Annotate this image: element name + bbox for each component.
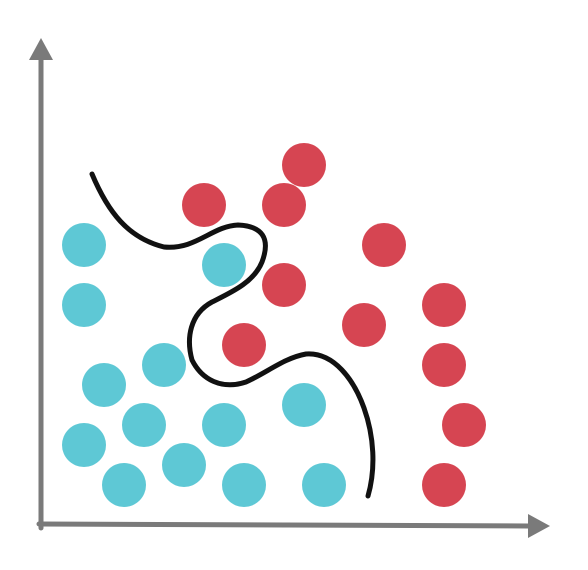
class-a-points <box>62 223 346 507</box>
class-b-points <box>182 143 486 507</box>
class-b-point <box>222 323 266 367</box>
class-b-point <box>422 463 466 507</box>
class-a-point <box>62 283 106 327</box>
class-a-point <box>142 343 186 387</box>
class-a-point <box>202 403 246 447</box>
axes <box>29 38 550 538</box>
class-a-point <box>122 403 166 447</box>
class-a-point <box>162 443 206 487</box>
class-b-point <box>442 403 486 447</box>
arrow-up-icon <box>29 38 53 60</box>
class-b-point <box>262 183 306 227</box>
class-b-point <box>422 343 466 387</box>
class-b-point <box>342 303 386 347</box>
arrow-right-icon <box>528 514 550 538</box>
class-a-point <box>222 463 266 507</box>
class-a-point <box>62 423 106 467</box>
class-a-point <box>302 463 346 507</box>
class-b-point <box>282 143 326 187</box>
class-b-point <box>362 223 406 267</box>
class-a-point <box>62 223 106 267</box>
class-a-point <box>102 463 146 507</box>
class-b-point <box>262 263 306 307</box>
class-a-point <box>282 383 326 427</box>
class-b-point <box>182 183 226 227</box>
class-b-point <box>422 283 466 327</box>
x-axis <box>36 521 531 529</box>
decision-boundary <box>89 171 376 499</box>
class-a-point <box>82 363 126 407</box>
class-a-point <box>202 243 246 287</box>
